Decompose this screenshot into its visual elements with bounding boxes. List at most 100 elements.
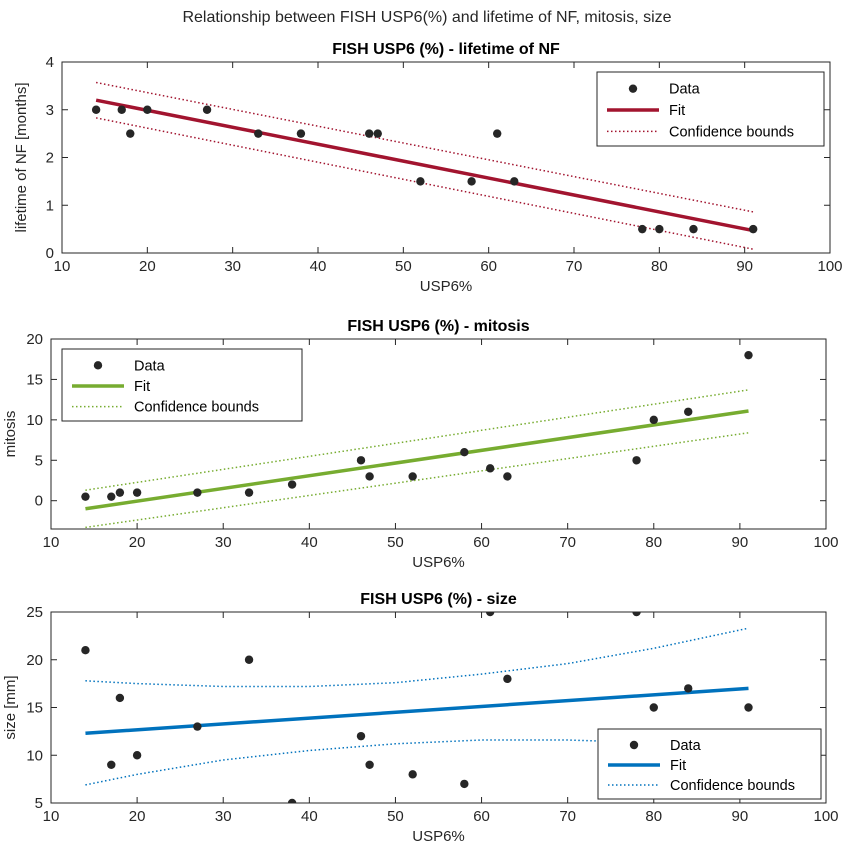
- plot-marks: [81, 350, 753, 529]
- data-point: [510, 177, 519, 186]
- y-tick-label: 10: [26, 412, 43, 429]
- data-point: [117, 105, 126, 114]
- confidence-bound-upper: [85, 627, 749, 688]
- plot-marks: [91, 81, 758, 250]
- fit-line: [95, 98, 754, 233]
- plot-marks: [81, 612, 753, 803]
- data-point: [373, 129, 382, 138]
- legend-data-marker: [93, 361, 103, 370]
- x-tick-label: 50: [395, 258, 412, 275]
- x-tick-label: 80: [651, 258, 668, 275]
- x-tick-label: 10: [43, 808, 60, 825]
- x-tick-label: 70: [559, 808, 576, 825]
- data-point: [91, 105, 101, 114]
- x-tick-label: 90: [736, 258, 753, 275]
- x-tick-label: 90: [732, 808, 749, 825]
- y-tick-label: 15: [26, 371, 43, 388]
- data-point: [744, 350, 753, 360]
- data-point: [689, 224, 698, 234]
- legend-label: Data: [134, 358, 166, 374]
- data-point: [365, 760, 374, 769]
- y-tick-label: 10: [26, 747, 43, 764]
- x-tick-label: 50: [387, 534, 404, 551]
- legend: Data Fit Confidence bounds: [61, 348, 303, 422]
- chart-title: FISH USP6 (%) - size: [360, 591, 517, 608]
- data-point: [744, 703, 753, 712]
- legend-data-marker: [629, 740, 639, 750]
- legend-label: Fit: [670, 758, 686, 774]
- data-point: [244, 488, 254, 497]
- x-tick-label: 40: [301, 534, 318, 551]
- data-point: [460, 779, 469, 789]
- x-tick-label: 20: [129, 534, 146, 551]
- y-tick-label: 5: [35, 452, 43, 469]
- y-tick-label: 2: [46, 150, 54, 167]
- x-tick-label: 50: [387, 808, 404, 825]
- y-tick-label: 3: [46, 102, 54, 119]
- data-point: [655, 224, 664, 234]
- data-point: [365, 472, 374, 481]
- legend-label: Data: [670, 738, 702, 754]
- data-point: [493, 129, 502, 138]
- x-tick-label: 100: [817, 258, 842, 275]
- data-point: [649, 415, 658, 425]
- legend-label: Fit: [134, 379, 150, 395]
- legend: Data Fit Confidence bounds: [596, 71, 825, 147]
- x-tick-label: 90: [732, 534, 749, 551]
- x-tick-label: 40: [301, 808, 318, 825]
- data-point: [81, 492, 90, 501]
- legend-label: Confidence bounds: [669, 124, 794, 140]
- data-point: [503, 472, 512, 481]
- data-point: [202, 105, 212, 114]
- x-tick-label: 20: [139, 258, 156, 275]
- data-point: [485, 464, 495, 473]
- x-tick-label: 30: [224, 258, 241, 275]
- data-point: [132, 488, 142, 497]
- data-point: [365, 129, 374, 138]
- y-tick-label: 5: [35, 795, 43, 812]
- y-tick-label: 1: [46, 197, 54, 214]
- legend-data-marker: [628, 84, 638, 93]
- x-tick-label: 70: [559, 534, 576, 551]
- data-point: [126, 129, 135, 138]
- y-tick-label: 25: [26, 604, 43, 621]
- legend-label: Data: [669, 82, 701, 98]
- x-axis-label: USP6%: [420, 278, 473, 295]
- x-axis-label: USP6%: [412, 554, 465, 571]
- data-point: [107, 492, 116, 501]
- data-point: [638, 224, 647, 234]
- x-tick-label: 80: [645, 534, 662, 551]
- data-point: [244, 655, 254, 664]
- figure-title: Relationship between FISH USP6(%) and li…: [182, 9, 671, 26]
- data-point: [503, 674, 512, 684]
- x-tick-label: 60: [473, 534, 490, 551]
- x-tick-label: 30: [215, 534, 232, 551]
- data-point: [115, 693, 125, 703]
- x-tick-label: 20: [129, 808, 146, 825]
- data-point: [749, 224, 758, 234]
- y-tick-label: 15: [26, 700, 43, 717]
- data-point: [460, 447, 469, 457]
- data-point: [632, 612, 641, 617]
- legend: Data Fit Confidence bounds: [597, 728, 822, 800]
- data-point: [416, 177, 425, 186]
- data-point: [254, 129, 263, 138]
- data-point: [81, 646, 90, 655]
- legend-label: Confidence bounds: [670, 778, 795, 794]
- data-point: [649, 703, 658, 712]
- y-axis-label: mitosis: [2, 411, 19, 458]
- data-point: [632, 456, 641, 465]
- x-tick-label: 30: [215, 808, 232, 825]
- legend-label: Fit: [669, 103, 685, 119]
- data-point: [193, 488, 202, 497]
- y-tick-label: 20: [26, 331, 43, 348]
- x-tick-label: 100: [813, 534, 838, 551]
- x-tick-label: 10: [54, 258, 71, 275]
- x-tick-label: 60: [473, 808, 490, 825]
- x-tick-label: 100: [813, 808, 838, 825]
- y-tick-label: 0: [35, 493, 43, 510]
